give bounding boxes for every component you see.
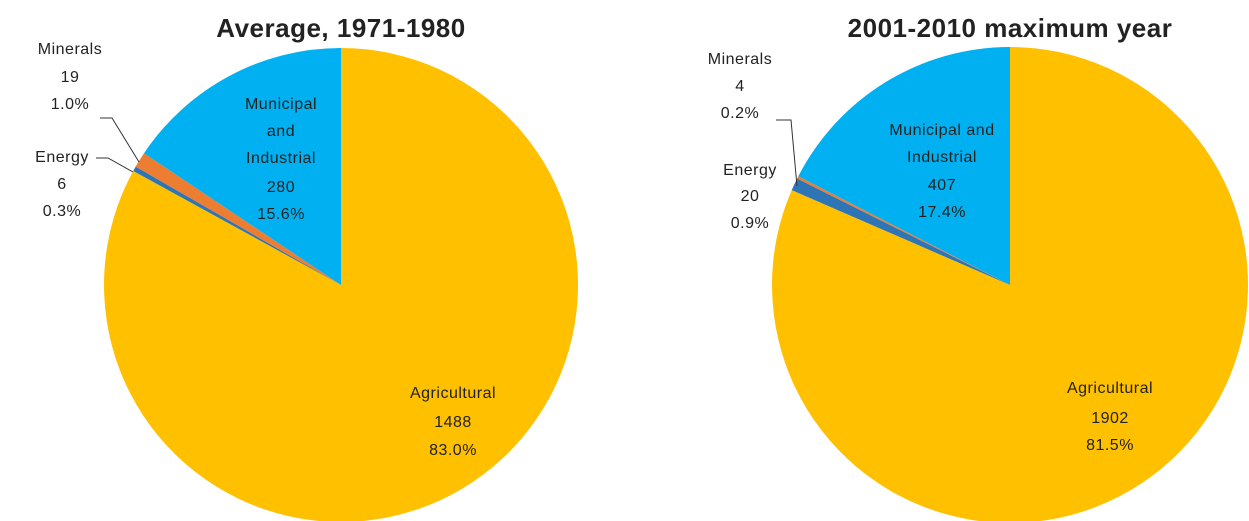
value-label: 280 xyxy=(266,178,296,196)
value-label: 1488 xyxy=(434,413,472,431)
category-label: Agricultural xyxy=(409,384,497,402)
pie-slice xyxy=(772,47,1248,521)
category-label: Municipal and Industrial xyxy=(889,121,995,166)
value-label: 407 xyxy=(927,176,957,194)
value-label: 6 xyxy=(57,175,67,193)
leader-line xyxy=(96,157,134,173)
category-label: Energy xyxy=(723,161,777,179)
pie-slice xyxy=(144,48,341,285)
value-label: 1902 xyxy=(1091,409,1129,427)
pie-slice xyxy=(133,166,341,285)
percent-label: 81.5% xyxy=(1086,436,1134,454)
chart-title: 2001-2010 maximum year xyxy=(847,12,1173,43)
category-label: Minerals xyxy=(707,50,773,68)
percent-label: 0.3% xyxy=(42,202,82,220)
pie-slice xyxy=(797,176,1010,285)
category-label: Agricultural xyxy=(1066,379,1154,397)
percent-label: 0.9% xyxy=(730,214,770,232)
value-label: 19 xyxy=(60,68,80,86)
pie-slice xyxy=(798,47,1010,285)
chart-title: Average, 1971-1980 xyxy=(216,12,466,43)
pie-slice xyxy=(135,153,341,285)
percent-label: 83.0% xyxy=(429,441,477,459)
leader-line xyxy=(100,117,140,163)
percent-label: 1.0% xyxy=(50,95,90,113)
category-label: Municipal and Industrial xyxy=(244,95,318,167)
category-label: Minerals xyxy=(37,40,103,58)
pie-slice xyxy=(104,48,578,521)
pie-slice xyxy=(791,178,1010,285)
value-label: 4 xyxy=(735,77,745,95)
percent-label: 15.6% xyxy=(257,205,305,223)
percent-label: 0.2% xyxy=(720,104,760,122)
category-label: Energy xyxy=(35,148,89,166)
percent-label: 17.4% xyxy=(918,203,966,221)
value-label: 20 xyxy=(740,187,760,205)
leader-line xyxy=(776,119,798,187)
